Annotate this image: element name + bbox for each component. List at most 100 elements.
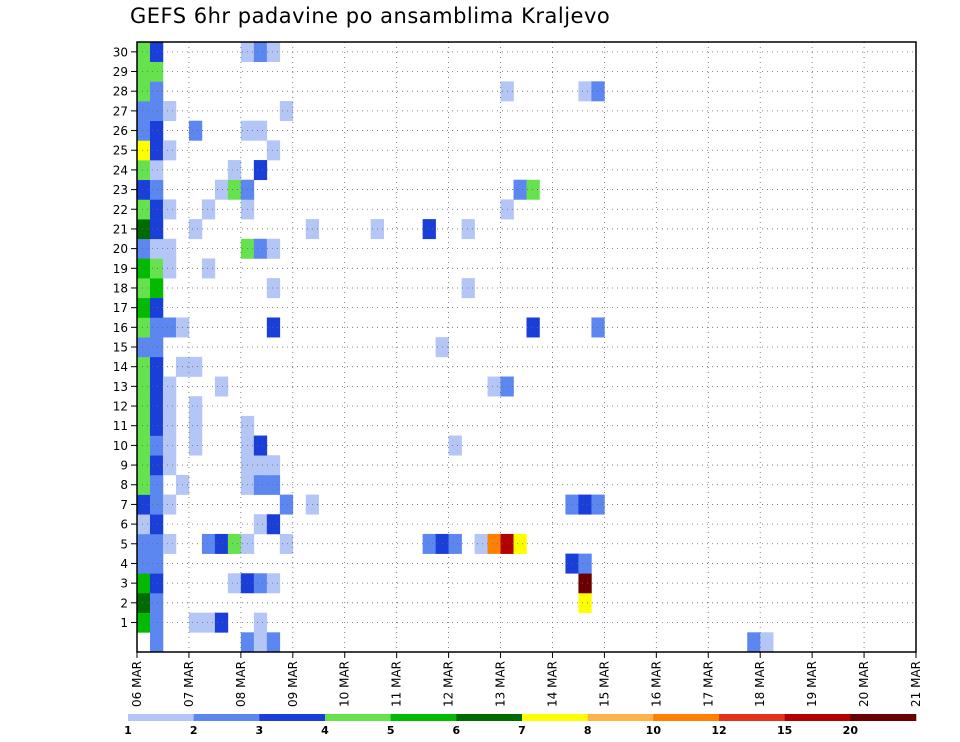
x-tick-label: 12 MAR <box>442 661 456 707</box>
heatmap-cell <box>578 573 592 594</box>
heatmap-cell <box>201 612 216 633</box>
heatmap-cell <box>253 120 268 141</box>
x-tick-label: 15 MAR <box>597 661 611 707</box>
heatmap-cell <box>266 317 281 338</box>
heatmap-cell <box>137 179 151 200</box>
heatmap-cell <box>162 199 177 220</box>
heatmap-cell <box>253 514 268 535</box>
colorbar-label: 7 <box>518 724 526 737</box>
heatmap-cell <box>591 81 605 102</box>
y-tick-label: 19 <box>113 262 128 276</box>
heatmap-cell <box>137 81 151 102</box>
y-tick-label: 1 <box>120 616 128 630</box>
heatmap-cell <box>253 474 268 495</box>
colorbar-swatch <box>850 714 917 721</box>
y-tick-label: 14 <box>113 360 128 374</box>
heatmap-cell <box>137 494 151 515</box>
heatmap-cell <box>214 179 229 200</box>
heatmap-cell <box>137 199 151 220</box>
heatmap-cell <box>137 297 151 318</box>
heatmap-cell <box>149 238 164 259</box>
y-tick-label: 8 <box>120 478 128 492</box>
colorbar-swatch <box>128 714 194 721</box>
heatmap-cell <box>188 612 203 633</box>
heatmap-cell <box>149 396 164 417</box>
heatmap-cell <box>448 435 462 456</box>
heatmap-cell <box>149 140 164 161</box>
heatmap-cell <box>461 219 475 240</box>
heatmap-cell <box>422 219 436 240</box>
colorbar-swatch <box>259 714 326 721</box>
y-tick-label: 3 <box>120 577 128 591</box>
heatmap-cell <box>526 179 540 200</box>
heatmap-cell <box>149 297 164 318</box>
heatmap-cell <box>253 238 268 259</box>
heatmap-cell <box>162 533 177 554</box>
heatmap-cell <box>149 337 164 358</box>
heatmap-cell <box>137 415 151 436</box>
colorbar-swatch <box>719 714 785 721</box>
heatmap-cell <box>266 455 281 476</box>
heatmap-cell <box>137 376 151 397</box>
heatmap-cell <box>266 278 281 299</box>
colorbar-label: 8 <box>584 724 592 737</box>
heatmap-cell <box>188 396 203 417</box>
heatmap-cell <box>162 238 177 259</box>
heatmap-cell <box>253 42 268 62</box>
heatmap-cell <box>578 592 592 613</box>
heatmap-cell <box>760 632 774 653</box>
heatmap-cell <box>137 533 151 554</box>
heatmap-cell <box>137 160 151 181</box>
heatmap-cell <box>149 42 164 62</box>
heatmap-cell <box>266 140 281 161</box>
heatmap-cell <box>201 199 216 220</box>
x-tick-label: 10 MAR <box>338 661 352 707</box>
colorbar-swatch <box>456 714 523 721</box>
y-tick-label: 5 <box>120 537 128 551</box>
heatmap-cell <box>214 533 229 554</box>
heatmap-cell <box>137 101 151 122</box>
y-tick-label: 7 <box>120 498 128 512</box>
y-tick-label: 9 <box>120 459 128 473</box>
colorbar-label: 5 <box>387 724 395 737</box>
heatmap-cell <box>149 592 164 613</box>
heatmap-cell <box>201 258 216 279</box>
colorbar-label: 15 <box>777 724 792 737</box>
y-tick-label: 28 <box>113 85 128 99</box>
colorbar-swatch <box>390 714 457 721</box>
heatmap-cell <box>253 632 268 653</box>
heatmap-cell <box>513 533 527 554</box>
heatmap-cell <box>188 415 203 436</box>
heatmap-cell <box>137 356 151 377</box>
y-tick-label: 16 <box>113 321 128 335</box>
colorbar: 1 2 3 4 5 6 7 8 10 12 15 20 <box>124 714 917 737</box>
heatmap-cell <box>137 258 151 279</box>
heatmap-cell <box>513 179 527 200</box>
heatmap-cell <box>149 435 164 456</box>
heatmap-cell <box>578 553 592 574</box>
heatmap-cell <box>162 317 177 338</box>
heatmap-cell <box>188 219 203 240</box>
colorbar-label: 1 <box>124 724 132 737</box>
y-tick-label: 24 <box>113 163 128 177</box>
colorbar-label: 12 <box>711 724 726 737</box>
x-tick-label: 09 MAR <box>286 661 300 707</box>
x-tick-label: 14 MAR <box>545 661 559 707</box>
y-tick-label: 25 <box>113 144 128 158</box>
y-tick-label: 11 <box>113 419 128 433</box>
heatmap-cell <box>137 317 151 338</box>
y-tick-label: 26 <box>113 124 128 138</box>
y-tick-label: 12 <box>113 400 128 414</box>
heatmap-cell <box>591 317 605 338</box>
heatmap-cell <box>137 42 151 62</box>
heatmap-cell <box>149 632 164 653</box>
heatmap-cell <box>137 219 151 240</box>
heatmap-cell <box>149 219 164 240</box>
heatmap-cell <box>149 258 164 279</box>
heatmap-cell <box>137 278 151 299</box>
colorbar-swatch <box>587 714 654 721</box>
heatmap-cell <box>578 81 592 102</box>
y-tick-label: 4 <box>120 557 128 571</box>
y-axis: 1234567891011121314151617181920212223242… <box>113 45 137 630</box>
